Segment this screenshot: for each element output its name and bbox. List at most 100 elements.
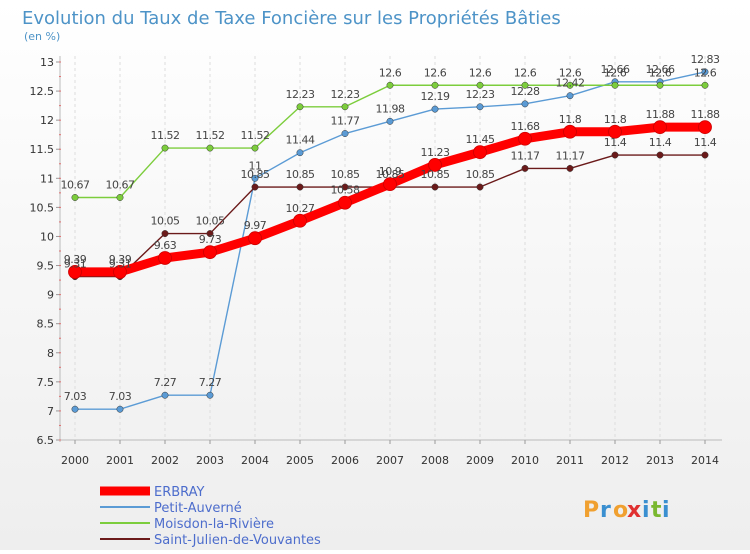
data-point: [698, 120, 712, 135]
y-tick-label: 11.5: [30, 143, 55, 156]
y-tick-label: 9: [47, 289, 54, 302]
data-point: [656, 81, 664, 89]
x-tick-label: 2001: [106, 454, 134, 467]
data-label: 11.52: [196, 129, 225, 142]
y-tick-label: 10.5: [30, 201, 55, 214]
data-label: 7.27: [154, 376, 177, 389]
legend: ERBRAYPetit-AuvernéMoisdon-la-RivièreSai…: [100, 485, 321, 548]
x-tick-label: 2003: [196, 454, 224, 467]
chart-title: Evolution du Taux de Taxe Foncière sur l…: [22, 8, 561, 29]
y-tick-label: 9.5: [37, 260, 55, 273]
data-label: 11.52: [151, 129, 180, 142]
data-label: 12.23: [331, 88, 360, 101]
logo-letter: t: [651, 498, 662, 523]
data-point: [113, 265, 127, 279]
logo-letter: P: [583, 498, 599, 523]
data-point: [116, 194, 124, 201]
data-label: 11: [249, 159, 262, 172]
data-point: [158, 251, 172, 265]
data-point: [431, 183, 439, 191]
data-point: [161, 391, 169, 399]
data-label: 10.58: [331, 184, 360, 197]
data-point: [71, 405, 79, 413]
data-label: 10.85: [241, 168, 270, 181]
data-label: 11.44: [286, 134, 315, 147]
data-point: [701, 151, 709, 159]
data-point: [386, 117, 394, 125]
data-point: [518, 131, 532, 146]
data-point: [521, 100, 529, 108]
data-label: 11.17: [511, 149, 540, 162]
data-point: [341, 183, 349, 191]
legend-label: ERBRAY: [154, 485, 205, 500]
y-tick-label: 10: [40, 230, 54, 243]
data-label: 12.23: [466, 88, 495, 101]
legend-label: Moisdon-la-Rivière: [154, 517, 274, 532]
data-label: 9.31: [64, 258, 87, 271]
data-point: [476, 183, 484, 191]
logo-letter: i: [642, 498, 650, 523]
data-label: 11.88: [691, 108, 720, 121]
data-point: [608, 124, 622, 139]
data-point: [476, 81, 484, 89]
data-label: 10.27: [286, 202, 315, 215]
data-label: 10.85: [331, 168, 360, 181]
data-point: [203, 245, 217, 260]
x-tick-label: 2007: [376, 454, 404, 467]
data-label: 11.4: [694, 136, 717, 149]
data-label: 10.67: [106, 178, 135, 191]
data-label: 10.9: [379, 165, 402, 178]
data-label: 11.8: [604, 113, 627, 126]
x-tick-label: 2014: [691, 454, 719, 467]
data-point: [428, 158, 442, 172]
legend-label: Saint-Julien-de-Vouvantes: [154, 533, 321, 548]
data-label: 11.88: [646, 108, 675, 121]
data-label: 12.6: [379, 66, 402, 79]
x-tick-label: 2005: [286, 454, 314, 467]
data-point: [116, 405, 124, 413]
logo-letter: i: [662, 498, 670, 523]
data-label: 11.17: [556, 149, 585, 162]
data-label: 12.6: [424, 66, 447, 79]
y-tick-label: 11: [40, 172, 54, 185]
y-tick-label: 8.5: [37, 318, 55, 331]
x-tick-label: 2012: [601, 454, 629, 467]
y-tick-label: 8: [47, 347, 54, 360]
data-label: 11.52: [241, 129, 270, 142]
data-label: 9.63: [154, 239, 177, 252]
data-point: [656, 151, 664, 159]
data-point: [206, 391, 214, 399]
data-point: [341, 103, 349, 111]
data-label: 12.83: [691, 53, 720, 66]
data-label: 9.31: [109, 258, 132, 271]
x-tick-label: 2011: [556, 454, 584, 467]
data-point: [566, 92, 574, 100]
logo-letter: x: [627, 498, 641, 523]
data-point: [161, 230, 169, 238]
data-label: 12.6: [559, 66, 582, 79]
data-label: 9.73: [199, 233, 222, 246]
y-tick-label: 7.5: [37, 376, 55, 389]
data-label: 11.4: [604, 136, 627, 149]
data-point: [341, 130, 349, 137]
x-tick-label: 2013: [646, 454, 674, 467]
data-label: 11.8: [559, 113, 582, 126]
data-label: 12.6: [469, 66, 492, 79]
data-label: 11.23: [421, 146, 450, 159]
data-label: 12.6: [649, 66, 672, 79]
data-point: [296, 183, 304, 191]
data-label: 11.45: [466, 133, 495, 146]
x-tick-label: 2008: [421, 454, 449, 467]
legend-label: Petit-Auverné: [154, 501, 242, 516]
data-label: 12.23: [286, 88, 315, 101]
x-tick-label: 2010: [511, 454, 539, 467]
data-point: [431, 105, 439, 113]
data-label: 11.77: [331, 115, 360, 128]
data-point: [296, 103, 304, 111]
y-tick-label: 12.5: [30, 85, 55, 98]
data-label: 12.66: [601, 63, 630, 76]
data-point: [653, 120, 667, 135]
data-label: 11.98: [376, 102, 405, 115]
